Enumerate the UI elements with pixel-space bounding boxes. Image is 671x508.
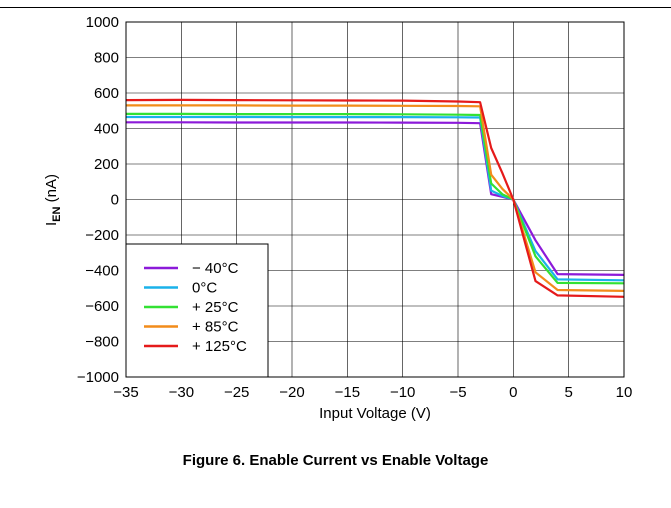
x-tick-labels: −35 −30 −25 −20 −15 −10 −5 0 5 10 (113, 384, 632, 401)
series-line (126, 115, 625, 282)
y-axis-label-subscript: EN (51, 206, 63, 221)
top-rule (0, 7, 671, 8)
x-tick-label: −30 (169, 384, 194, 401)
series-line (126, 121, 625, 276)
series-line (126, 104, 625, 292)
y-tick-label: −1000 (77, 369, 119, 386)
legend-label: + 85°C (192, 319, 239, 336)
y-tick-label: 0 (111, 192, 119, 209)
legend-box (125, 243, 269, 378)
series-line (126, 112, 625, 285)
plot-frame (125, 21, 625, 378)
x-tick-label: −15 (335, 384, 360, 401)
y-tick-label: 400 (94, 121, 119, 138)
x-tick-label: 10 (616, 384, 633, 401)
y-tick-label: −600 (85, 298, 119, 315)
x-tick-label: 0 (509, 384, 517, 401)
y-tick-label: 1000 (86, 14, 119, 31)
x-tick-label: 5 (564, 384, 572, 401)
y-tick-labels: 1000 800 600 400 200 0 −200 −400 −600 −800 −1000 (77, 14, 119, 386)
y-axis-label-main: I (43, 222, 60, 226)
legend: − 40°C 0°C + 25°C + 85°C + 125°C (125, 243, 269, 378)
legend-label: + 125°C (192, 338, 247, 355)
series-lines (125, 98, 625, 298)
x-tick-label: −10 (390, 384, 415, 401)
y-tick-label: −400 (85, 263, 119, 280)
y-tick-label: 600 (94, 85, 119, 102)
x-axis-label: Input Voltage (V) (319, 405, 431, 422)
legend-label: − 40°C (192, 260, 239, 277)
y-axis-label: IEN (nA) (43, 174, 63, 226)
legend-label: 0°C (192, 280, 217, 297)
y-tick-label: −800 (85, 334, 119, 351)
y-tick-label: 200 (94, 156, 119, 173)
x-tick-label: −5 (449, 384, 466, 401)
y-tick-label: −200 (85, 227, 119, 244)
y-tick-label: 800 (94, 50, 119, 67)
series-line (125, 98, 625, 298)
legend-label: + 25°C (192, 299, 239, 316)
x-tick-label: −20 (279, 384, 304, 401)
figure-caption: Figure 6. Enable Current vs Enable Volta… (182, 452, 489, 469)
x-tick-label: −35 (113, 384, 138, 401)
x-tick-label: −25 (224, 384, 249, 401)
y-axis-label-unit: (nA) (43, 174, 60, 207)
